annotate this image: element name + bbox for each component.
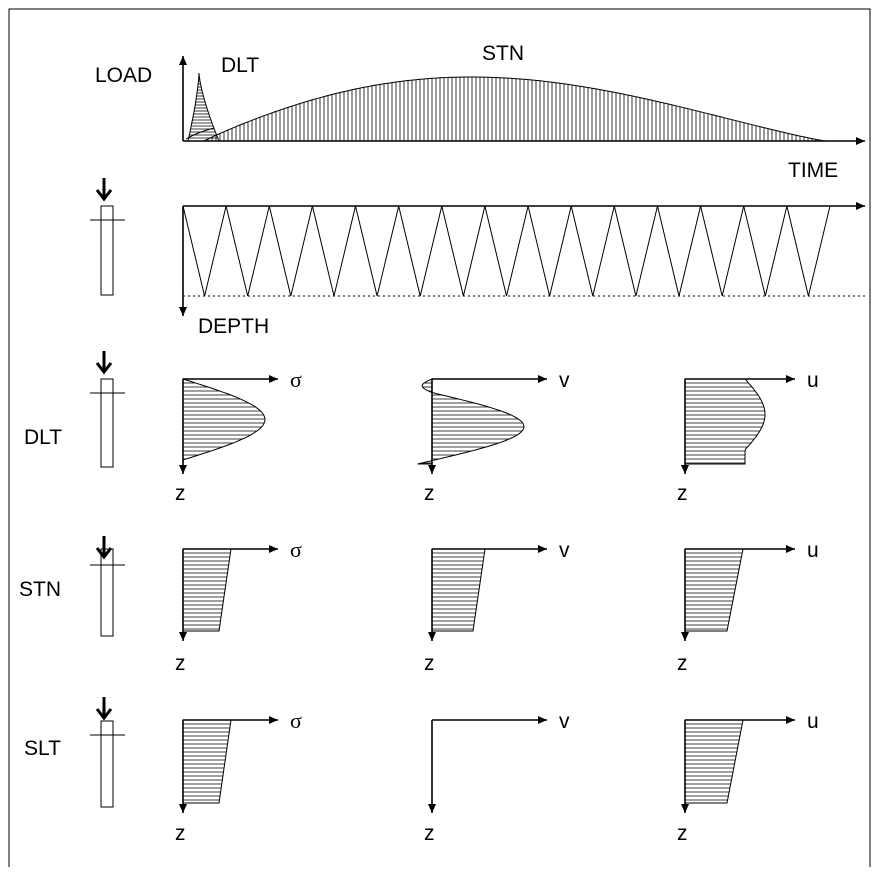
row-label-slt: SLT bbox=[24, 737, 61, 760]
profile-curve bbox=[417, 378, 525, 465]
profile-curve bbox=[684, 378, 766, 465]
profile-curve bbox=[182, 548, 232, 632]
load-arrow-icon bbox=[95, 178, 113, 202]
load-axis-label: LOAD bbox=[95, 64, 152, 87]
profile-z-label: z bbox=[424, 652, 435, 675]
profile-curve bbox=[182, 719, 232, 804]
profile-x-label: u bbox=[807, 710, 819, 733]
profile-curve bbox=[182, 378, 266, 464]
dlt-curve-label: DLT bbox=[221, 54, 259, 77]
row-slt: SLT bbox=[24, 697, 125, 808]
profile-z-label: z bbox=[424, 482, 435, 505]
profile-x-label: σ bbox=[290, 367, 302, 392]
profile-x-label: v bbox=[559, 539, 570, 562]
profile-panel: vz bbox=[424, 539, 570, 675]
profile-panel: vz bbox=[424, 710, 570, 845]
profile-curve bbox=[684, 548, 744, 632]
profile-z-label: z bbox=[677, 822, 688, 845]
profile-panel: uz bbox=[677, 539, 819, 675]
time-axis-label: TIME bbox=[788, 159, 838, 182]
profile-x-label: u bbox=[807, 369, 819, 392]
row-label-stn: STN bbox=[19, 578, 61, 601]
depth-plot: DEPTH bbox=[179, 202, 865, 338]
pile-icon bbox=[100, 378, 114, 468]
load-arrow-icon bbox=[95, 697, 113, 721]
load-arrow-icon bbox=[95, 536, 113, 560]
profile-x-label: σ bbox=[290, 708, 302, 733]
profile-panel: uz bbox=[677, 369, 819, 505]
depth-axis-label: DEPTH bbox=[198, 315, 269, 338]
profile-x-label: v bbox=[559, 369, 570, 392]
profile-z-label: z bbox=[175, 482, 186, 505]
row-label-dlt: DLT bbox=[24, 426, 62, 449]
dlt-load-pulse bbox=[187, 72, 220, 142]
wave-path bbox=[182, 205, 831, 297]
profile-x-label: v bbox=[559, 710, 570, 733]
frame-border bbox=[8, 8, 871, 867]
row-stn: STN bbox=[19, 536, 125, 637]
profile-panel: σz bbox=[175, 367, 302, 505]
profile-z-label: z bbox=[175, 652, 186, 675]
pile-top bbox=[90, 178, 125, 296]
profile-panel: uz bbox=[677, 710, 819, 845]
profile-z-label: z bbox=[677, 482, 688, 505]
pile-icon bbox=[100, 548, 114, 637]
profile-panel: σz bbox=[175, 708, 302, 845]
load-time-plot: LOAD DLT STN TIME bbox=[95, 42, 865, 182]
row-dlt: DLT bbox=[24, 351, 125, 468]
pile-icon bbox=[100, 720, 114, 808]
profile-x-label: u bbox=[807, 539, 819, 562]
profile-z-label: z bbox=[424, 822, 435, 845]
profile-panel: σz bbox=[175, 537, 302, 675]
profile-x-label: σ bbox=[290, 537, 302, 562]
profile-curve bbox=[431, 548, 486, 632]
profile-z-label: z bbox=[175, 822, 186, 845]
profile-panel: vz bbox=[417, 369, 570, 505]
stn-curve-label: STN bbox=[482, 42, 524, 65]
pile-icon bbox=[100, 205, 114, 296]
profile-z-label: z bbox=[677, 652, 688, 675]
stn-curve bbox=[203, 76, 827, 142]
profile-curve bbox=[684, 719, 744, 804]
dlt-pulse bbox=[187, 72, 220, 142]
stn-load-curve bbox=[185, 76, 827, 142]
load-arrow-icon bbox=[95, 351, 113, 375]
